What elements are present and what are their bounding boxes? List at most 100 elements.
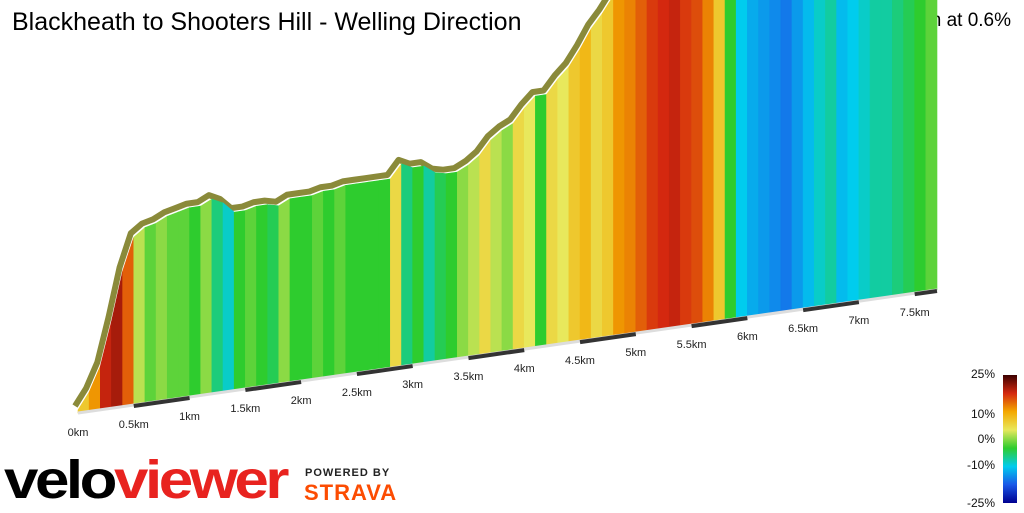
- gradient-segment: [613, 0, 625, 337]
- axis-distance-band: [914, 289, 938, 297]
- logo-text-viewer: viewer: [114, 450, 289, 508]
- gradient-segment: [245, 205, 257, 390]
- gradient-segment: [211, 198, 224, 395]
- gradient-segment: [378, 178, 391, 371]
- legend-label: 10%: [971, 407, 995, 421]
- gradient-segment: [546, 78, 559, 347]
- profile-slab: [72, 0, 938, 414]
- gradient-segment: [468, 154, 480, 358]
- gradient-segment: [557, 66, 570, 345]
- gradient-legend: 25% 10% 0% -10% -25%: [967, 367, 1017, 510]
- gradient-segment: [412, 165, 425, 366]
- gradient-segment: [289, 196, 302, 383]
- powered-by-label: POWERED BY: [305, 467, 391, 479]
- x-tick-label: 7.5km: [900, 307, 930, 319]
- gradient-segment: [122, 237, 135, 407]
- gradient-segment: [747, 0, 759, 318]
- gradient-segment: [903, 0, 915, 296]
- x-tick-label: 5.5km: [677, 339, 707, 351]
- legend-label: -25%: [967, 496, 995, 510]
- gradient-segment: [702, 0, 715, 324]
- gradient-segment: [724, 0, 737, 321]
- gradient-segment: [825, 0, 837, 307]
- gradient-segment: [256, 204, 268, 388]
- gradient-segment: [914, 0, 927, 294]
- x-tick-label: 1km: [179, 411, 200, 423]
- x-tick-label: 3km: [402, 379, 423, 391]
- gradient-segment: [535, 94, 547, 348]
- profile-top-edge: [72, 0, 609, 408]
- gradient-segment: [390, 162, 402, 369]
- gradient-segment: [367, 180, 380, 372]
- x-tick-label: 5km: [625, 347, 646, 359]
- gradient-segment: [523, 95, 536, 350]
- legend-label: -10%: [967, 458, 995, 472]
- x-tick-label: 4.5km: [565, 355, 595, 367]
- gradient-segment: [345, 183, 358, 376]
- gradient-segment: [189, 205, 202, 398]
- gradient-segment: [233, 210, 246, 391]
- gradient-segment: [445, 171, 458, 361]
- gradient-segment: [802, 0, 815, 310]
- gradient-segment: [735, 0, 748, 320]
- gradient-segment: [869, 0, 882, 300]
- gradient-segment: [635, 0, 648, 334]
- gradient-segment: [222, 202, 235, 393]
- gradient-segment: [434, 172, 447, 363]
- legend-label: 0%: [978, 432, 996, 446]
- gradient-segment: [657, 0, 670, 331]
- gradient-segment: [813, 0, 826, 308]
- strava-logo: STRAVA: [304, 480, 398, 505]
- axis-distance-band: [356, 364, 413, 377]
- gradient-segment: [512, 107, 525, 352]
- gradient-segment: [144, 222, 157, 404]
- gradient-segment: [769, 0, 782, 315]
- gradient-segment: [278, 198, 291, 385]
- distance-axis: 0km 0.5km 1km 1.5km 2km 2.5km 3km 3.5km 4km 4.5km…: [68, 288, 938, 439]
- gradient-segment: [401, 163, 413, 368]
- gradient-segment: [691, 0, 704, 326]
- x-tick-label: 2.5km: [342, 387, 372, 399]
- gradient-segment: [680, 0, 692, 328]
- axis-distance-band: [133, 396, 190, 408]
- gradient-segment: [490, 129, 503, 355]
- gradient-segment: [311, 190, 324, 380]
- gradient-segment: [568, 48, 581, 344]
- x-tick-label: 1.5km: [230, 403, 260, 415]
- gradient-segment: [836, 0, 849, 305]
- gradient-segment: [646, 0, 659, 332]
- x-tick-label: 6km: [737, 331, 758, 343]
- axis-distance-band: [691, 316, 748, 329]
- x-tick-label: 6.5km: [788, 323, 818, 335]
- gradient-segment: [579, 28, 592, 342]
- x-tick-label: 3.5km: [453, 371, 483, 383]
- page-title: Blackheath to Shooters Hill - Welling Di…: [12, 8, 522, 36]
- gradient-segment: [456, 164, 469, 360]
- gradient-segment: [166, 211, 179, 401]
- gradient-segment: [858, 0, 871, 302]
- gradient-segment: [423, 165, 436, 364]
- gradient-segment: [758, 0, 770, 316]
- gradient-segment: [590, 12, 603, 340]
- gradient-segment: [892, 0, 904, 297]
- logo-text-velo: velo: [4, 450, 115, 508]
- gradient-segment: [925, 0, 938, 292]
- gradient-segment: [602, 0, 614, 339]
- gradient-segment: [780, 0, 793, 313]
- axis-distance-band: [802, 300, 860, 313]
- gradient-segment: [880, 0, 893, 299]
- gradient-segment: [479, 139, 492, 356]
- gradient-segment: [356, 181, 369, 374]
- gradient-segment: [267, 204, 280, 387]
- gradient-segment: [501, 123, 514, 353]
- x-tick-label: 4km: [514, 363, 535, 375]
- x-tick-label: 0km: [68, 427, 89, 439]
- x-tick-label: 0.5km: [119, 419, 149, 431]
- gradient-segment: [200, 198, 213, 396]
- gradient-segment: [178, 207, 190, 399]
- gradient-segment: [334, 184, 347, 377]
- x-tick-label: 7km: [849, 315, 870, 327]
- gradient-segment: [624, 0, 637, 336]
